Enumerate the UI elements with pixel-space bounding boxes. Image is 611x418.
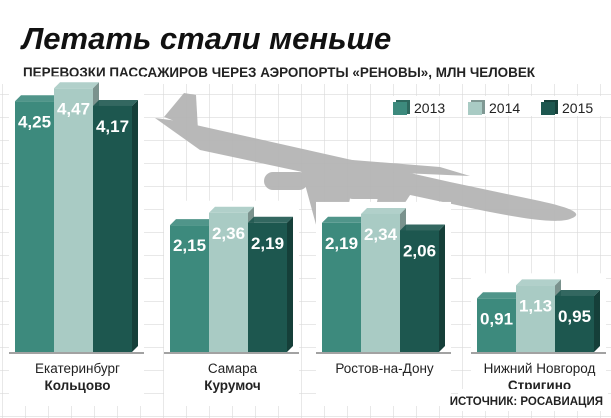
legend-swatch-2013 [393, 102, 407, 115]
bar-top [516, 279, 561, 286]
bar-2015 [555, 295, 594, 352]
bar-side [439, 224, 445, 352]
category-group: 4,25 4,47 4,17 Екатеринбург Кольцово [9, 76, 144, 407]
bar-2015 [248, 222, 287, 352]
legend: 2013 2014 2015 [391, 96, 605, 116]
data-label: 2,19 [325, 234, 358, 253]
bar-2013 [322, 222, 361, 352]
chart-title: Летать стали меньше [20, 21, 391, 56]
bar-top [555, 289, 600, 296]
category-label-airport: Курумоч [204, 378, 261, 393]
bar-side [594, 289, 600, 352]
bar-top [248, 216, 293, 223]
data-label: 0,95 [558, 307, 591, 326]
category-label-city: Екатеринбург [35, 361, 120, 376]
bar-2014 [361, 213, 400, 352]
chart-subtitle: ПЕРЕВОЗКИ ПАССАЖИРОВ ЧЕРЕЗ АЭРОПОРТЫ «РЕ… [23, 65, 536, 80]
legend-label-2013: 2013 [414, 100, 445, 116]
category-label-city: Ростов-на-Дону [335, 361, 434, 376]
bar-2014 [54, 88, 93, 353]
data-label: 2,15 [173, 236, 206, 255]
bar-groups: 4,25 4,47 4,17 Екатеринбург Кольцово 2,15 2,36… [9, 76, 606, 407]
data-label: 0,91 [480, 309, 513, 328]
bar-top [54, 82, 99, 89]
data-label: 4,47 [57, 99, 90, 118]
legend-swatch-2015 [541, 102, 555, 115]
airplane-silhouette-icon [155, 93, 577, 234]
category-group: 2,19 2,34 2,06 Ростов-на-Дону [316, 201, 451, 406]
bar-2015 [400, 230, 439, 352]
data-label: 2,36 [212, 224, 245, 243]
legend-label-2014: 2014 [489, 100, 520, 116]
data-label: 4,25 [18, 112, 51, 131]
category-label-city: Самара [208, 361, 258, 376]
source-text: ИСТОЧНИК: РОСАВИАЦИЯ [450, 396, 603, 408]
data-label: 2,06 [403, 241, 436, 260]
title-panel [0, 0, 611, 84]
bar-top [400, 224, 445, 231]
legend-label-2015: 2015 [562, 100, 593, 116]
bar-top [93, 99, 138, 106]
bar-top [15, 95, 60, 102]
bar-top [170, 219, 215, 226]
bar-2014 [516, 285, 555, 352]
bar-top [477, 292, 522, 299]
data-label: 2,19 [251, 234, 284, 253]
bar-top [322, 216, 367, 223]
source-panel [458, 389, 608, 411]
bar-2013 [477, 298, 516, 352]
legend-swatch-2014 [468, 102, 482, 115]
data-label: 1,13 [519, 296, 552, 315]
bar-side [132, 99, 138, 352]
data-label: 2,34 [364, 225, 398, 244]
category-label-airport: Кольцово [45, 378, 111, 393]
bar-top [361, 207, 406, 214]
bar-top [209, 206, 254, 213]
category-group: 2,15 2,36 2,19 Самара Курумоч [164, 200, 299, 406]
bar-2014 [209, 212, 248, 352]
data-label: 4,17 [96, 117, 129, 136]
bar-2015 [93, 105, 132, 352]
bar-2013 [15, 101, 54, 352]
bar-2013 [170, 225, 209, 352]
bar-side [287, 216, 293, 352]
category-label-city: Нижний Новгород [484, 361, 596, 376]
